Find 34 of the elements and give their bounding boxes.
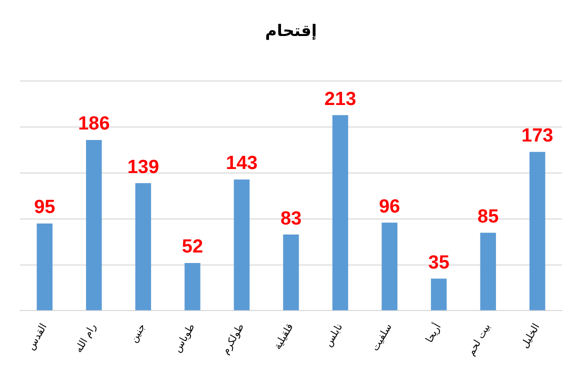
x-tick-label: القدس [26,322,50,352]
x-tick-label: قلقيلية [272,322,296,352]
x-tick-label: جنين [128,322,148,345]
x-tick-label: بيت لحم [466,322,493,358]
x-tick-label: طوباس [172,322,198,355]
data-label: 213 [324,88,356,110]
bar [184,262,200,310]
bar [529,152,546,310]
data-label: 139 [127,156,160,178]
chart-title: إقتحام [265,20,317,40]
bar [430,278,447,310]
data-label: 85 [478,206,500,228]
data-label: 52 [182,236,204,258]
data-label: 186 [78,114,110,135]
bar [234,179,250,310]
data-label: 83 [280,208,302,230]
data-label: 143 [226,153,258,174]
x-tick-label: طولكرم [220,322,247,356]
bar [332,115,348,310]
bar [135,183,152,310]
data-label: 173 [522,126,554,147]
bar [86,140,102,310]
bar [480,232,496,310]
x-tick-label: أريحا [422,320,444,345]
data-label: 96 [378,196,400,218]
bar [36,224,53,310]
bar [382,222,398,310]
bar [283,234,299,310]
x-tick-label: سلفيت [370,322,394,354]
x-tick-label: الخليل [520,322,542,350]
x-tick-label: رام الله [73,322,99,355]
data-label: 35 [428,252,450,274]
data-label: 95 [34,197,56,218]
x-tick-label: نابلس [323,322,346,349]
